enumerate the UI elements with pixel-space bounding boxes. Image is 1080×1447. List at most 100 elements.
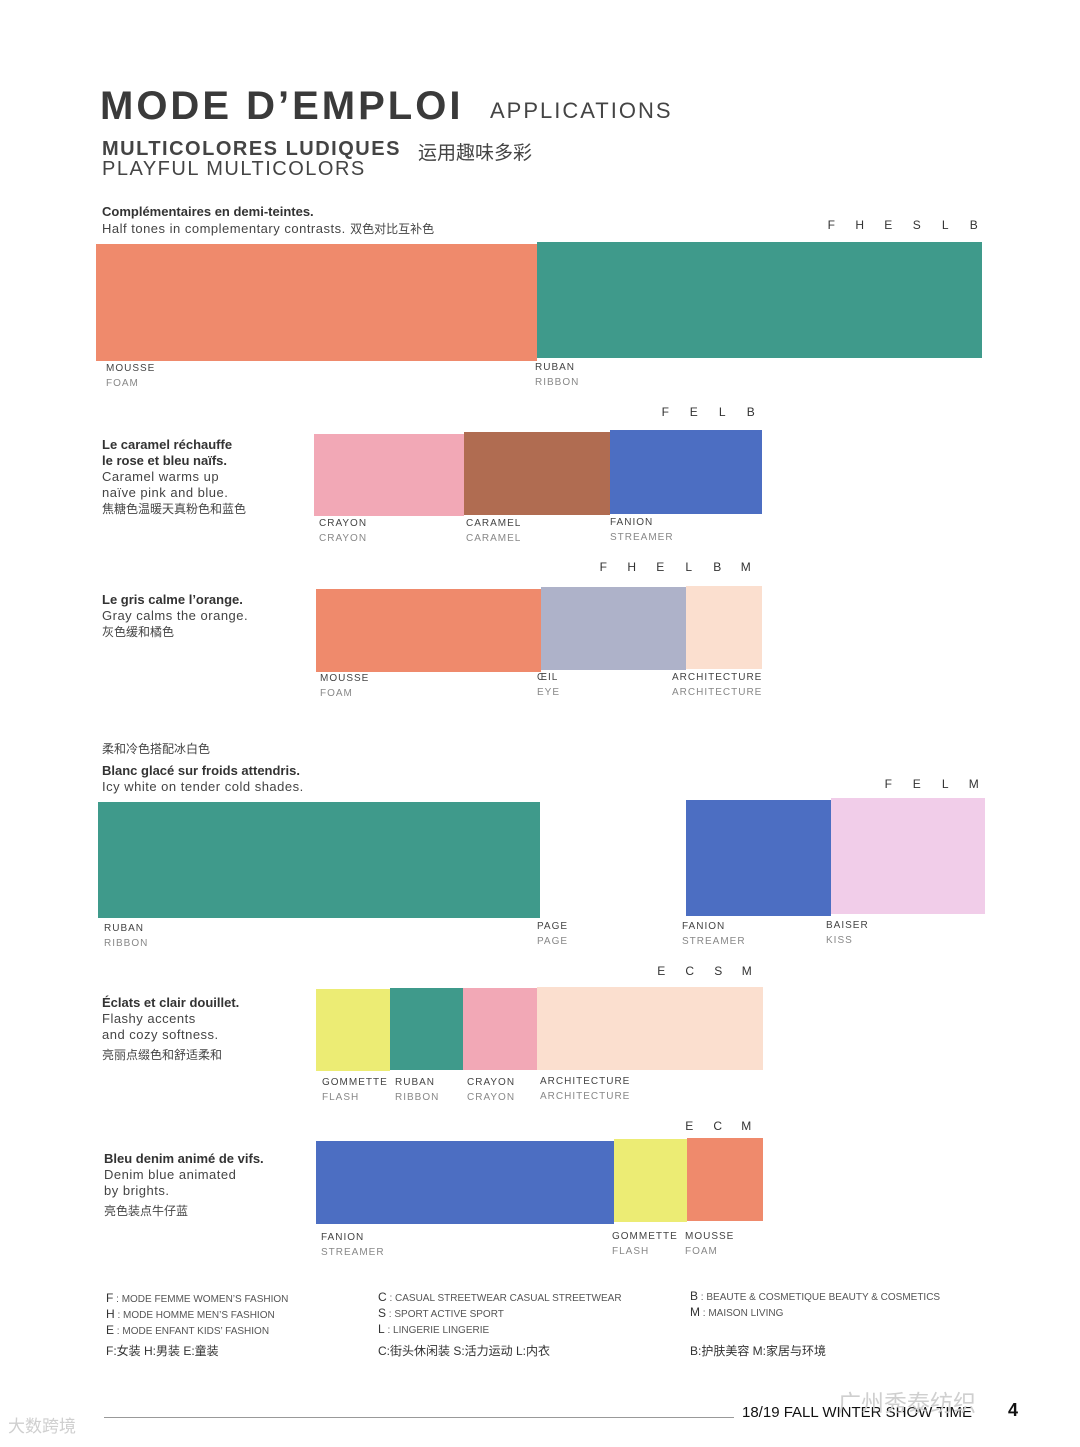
code: M (741, 964, 752, 978)
section-3-heading: Le gris calme l’orange. Gray calms the o… (102, 592, 248, 640)
code: E (656, 560, 665, 574)
code: S (714, 964, 723, 978)
legend-item: B : BEAUTE & COSMETIQUE BEAUTY & COSMETI… (690, 1289, 941, 1303)
color-swatch-mousse (96, 244, 537, 361)
color-swatch-ruban (537, 242, 982, 358)
section-3-codes: F H E L B M (589, 560, 760, 574)
section-4-codes: F E L M (874, 777, 988, 791)
code: E (689, 405, 698, 419)
heading-en-line: Gray calms the orange. (102, 608, 249, 623)
color-swatch-crayon (463, 988, 537, 1070)
heading-zh-line: 亮丽点缀色和舒适柔和 (102, 1048, 223, 1062)
heading-en-line: Caramel warms up (102, 469, 220, 484)
code: C (713, 1119, 723, 1133)
code: L (718, 405, 726, 419)
section-1-codes: F H E S L B (817, 218, 988, 232)
code: M (740, 560, 751, 574)
swatch-label: PAGE PAGE (537, 921, 569, 947)
swatch-label: GOMMETTE FLASH (322, 1077, 388, 1103)
swatch-label: CRAYON CRAYON (467, 1077, 516, 1103)
heading-en-line: naïve pink and blue. (102, 485, 229, 500)
heading-en-line: Icy white on tender cold shades. (102, 779, 304, 794)
color-swatch-gommette (614, 1139, 687, 1222)
code: E (657, 964, 666, 978)
legend-col-3-zh: B:护肤美容 M:家居与环境 (690, 1344, 827, 1358)
code: B (713, 560, 722, 574)
section-6-heading: Bleu denim animé de vifs. Denim blue ani… (104, 1151, 264, 1219)
code: F (884, 777, 892, 791)
color-swatch-architecture (686, 586, 762, 669)
swatch-label: CRAYON CRAYON (319, 518, 368, 544)
code: S (912, 218, 921, 232)
section-2-codes: F E L B (651, 405, 765, 419)
legend-item: H : MODE HOMME MEN’S FASHION (106, 1307, 275, 1321)
color-swatch-architecture (537, 987, 763, 1070)
color-swatch-gommette (316, 989, 390, 1071)
color-swatch-mousse (316, 589, 541, 672)
section-1-zh: 双色对比互补色 (350, 222, 435, 236)
code: L (685, 560, 693, 574)
swatch-label: GOMMETTE FLASH (612, 1231, 678, 1257)
section-5-codes: E C S M (647, 964, 761, 978)
swatch-label: FANION STREAMER (682, 921, 746, 947)
section-1-fr: Complémentaires en demi-teintes. (102, 204, 314, 219)
code: H (627, 560, 637, 574)
color-swatch-mousse (687, 1138, 763, 1221)
color-swatch-baiser (831, 798, 985, 914)
code: C (685, 964, 695, 978)
code: F (827, 218, 835, 232)
section-2-heading: Le caramel réchauffe le rose et bleu naï… (102, 437, 246, 517)
watermark-left: 大数跨境 (8, 1417, 76, 1436)
legend-col-1: F : MODE FEMME WOMEN’S FASHION H : MODE … (106, 1291, 288, 1339)
legend-item: C : CASUAL STREETWEAR CASUAL STREETWEAR (378, 1290, 622, 1304)
footer-divider (104, 1417, 734, 1418)
heading-fr-line: le rose et bleu naïfs. (102, 453, 227, 468)
heading-fr-line: Bleu denim animé de vifs. (104, 1151, 264, 1166)
legend-col-2-zh: C:街头休闲装 S:活力运动 L:内衣 (378, 1344, 551, 1358)
legend-col-2: C : CASUAL STREETWEAR CASUAL STREETWEAR … (378, 1290, 622, 1338)
legend-item: E : MODE ENFANT KIDS’ FASHION (106, 1323, 270, 1337)
swatch-label: ARCHITECTURE ARCHITECTURE (540, 1076, 631, 1102)
heading-en-line: and cozy softness. (102, 1027, 219, 1042)
legend-item: L : LINGERIE LINGERIE (378, 1322, 490, 1336)
color-swatch-fanion (610, 430, 762, 514)
page-number: 4 (1008, 1400, 1019, 1420)
watermark-right: 广州秀泰纺织 (838, 1390, 976, 1416)
swatch-label: ARCHITECTURE ARCHITECTURE (672, 672, 763, 698)
swatch-label: BAISER KISS (826, 920, 869, 946)
section-1-heading: Complémentaires en demi-teintes. Half to… (102, 204, 434, 238)
color-swatch-page (540, 801, 686, 917)
code: B (969, 218, 978, 232)
code: E (685, 1119, 694, 1133)
heading-en-line: Denim blue animated (104, 1167, 237, 1182)
heading-zh-line: 焦糖色温暖天真粉色和蓝色 (102, 502, 247, 516)
code: M (741, 1119, 752, 1133)
code: E (884, 218, 893, 232)
section-6-codes: E C M (675, 1119, 761, 1133)
heading-en-line: by brights. (104, 1183, 170, 1198)
swatch-label: RUBAN RIBBON (535, 362, 580, 388)
swatch-label: RUBAN RIBBON (395, 1077, 440, 1103)
color-swatch-fanion (686, 800, 831, 916)
section-5-heading: Éclats et clair douillet. Flashy accents… (102, 995, 239, 1063)
code: E (912, 777, 921, 791)
code: B (746, 405, 755, 419)
heading-zh-line: 亮色装点牛仔蓝 (104, 1204, 189, 1218)
swatch-label: FANION STREAMER (610, 517, 674, 543)
color-swatch-fanion (316, 1141, 614, 1224)
swatch-label: MOUSSE FOAM (106, 363, 156, 389)
subtitle-zh: 运用趣味多彩 (418, 143, 533, 164)
section-4-heading: 柔和冷色搭配冰白色 Blanc glacé sur froids attendr… (102, 741, 304, 795)
legend-col-3: B : BEAUTE & COSMETIQUE BEAUTY & COSMETI… (690, 1289, 940, 1321)
subtitle-fr: MULTICOLORES LUDIQUES (102, 138, 401, 160)
color-swatch-ruban (98, 802, 540, 918)
legend-item: S : SPORT ACTIVE SPORT (378, 1306, 504, 1320)
heading-zh-line: 柔和冷色搭配冰白色 (102, 742, 211, 756)
heading-en-line: Flashy accents (102, 1011, 196, 1026)
legend-col-1-zh: F:女装 H:男装 E:童装 (106, 1344, 219, 1358)
page-title-sub: APPLICATIONS (490, 98, 673, 123)
color-swatch-oeil (541, 587, 686, 670)
color-swatch-caramel (464, 432, 610, 515)
legend-item: F : MODE FEMME WOMEN’S FASHION (106, 1291, 289, 1305)
swatch-label: CARAMEL CARAMEL (466, 518, 522, 544)
